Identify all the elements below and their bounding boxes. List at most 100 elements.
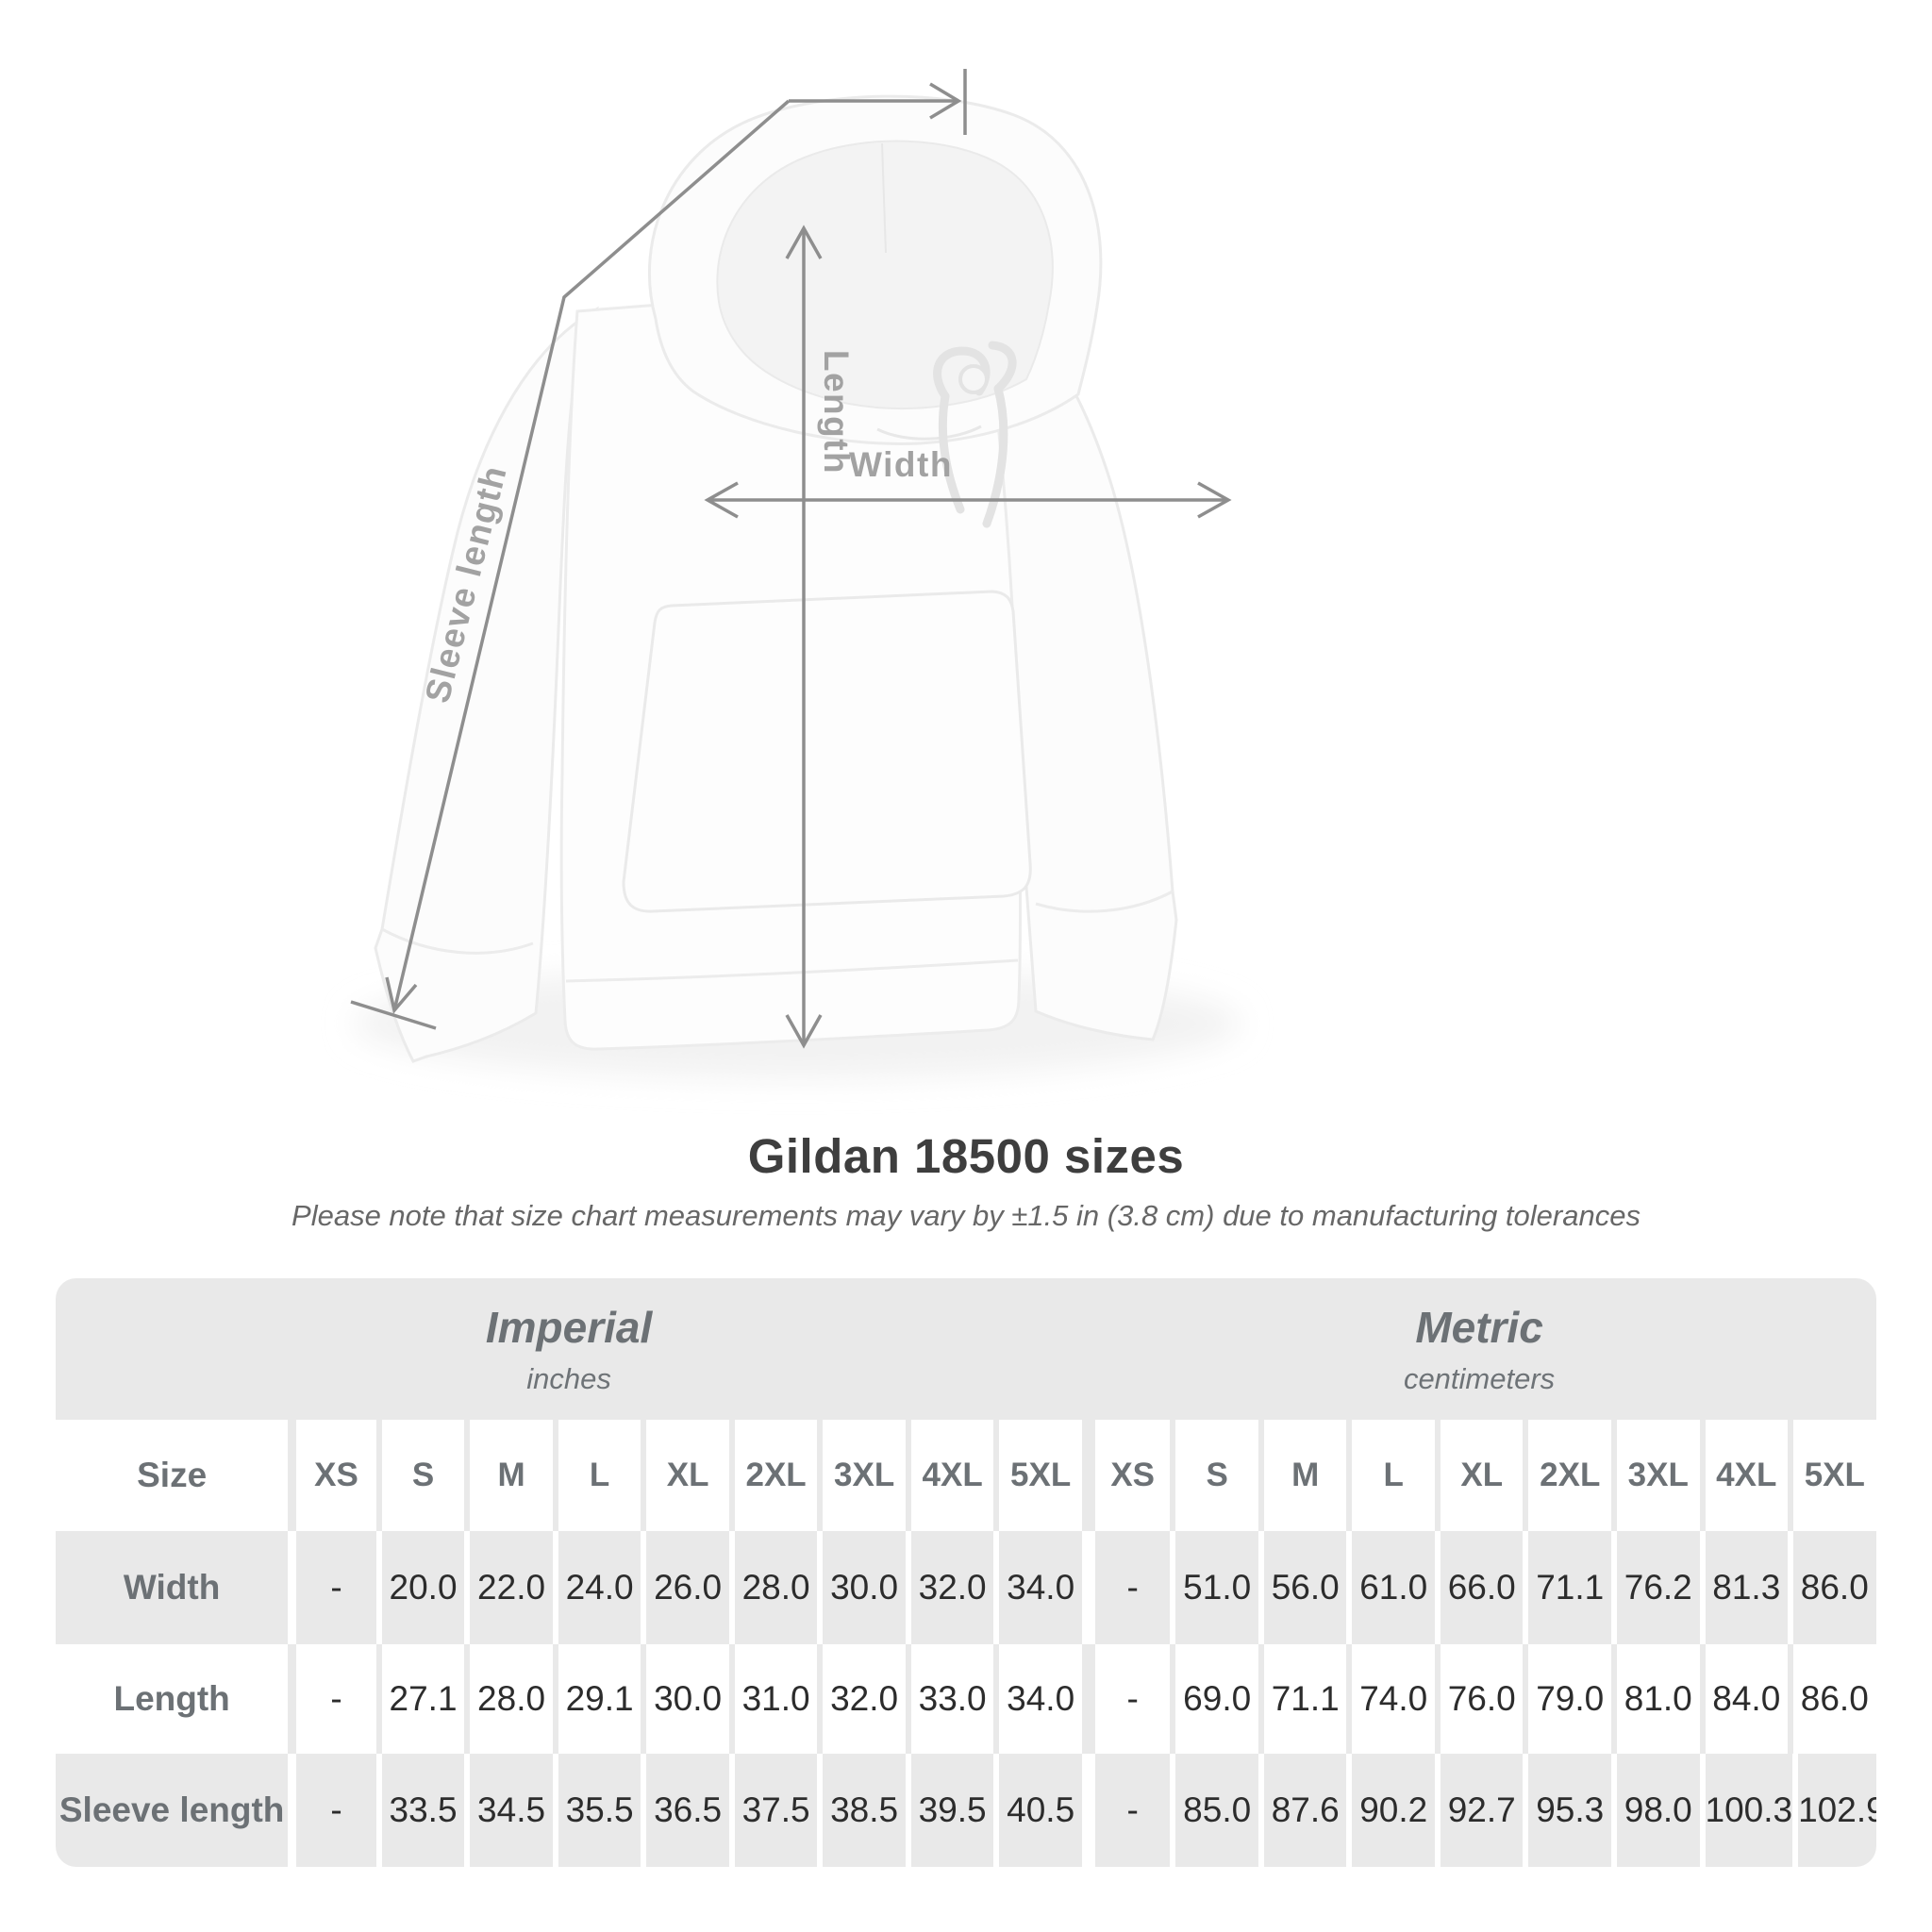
size-col-header: 3XL <box>817 1420 906 1531</box>
metric-group-unit: centimeters <box>1403 1362 1556 1395</box>
table-cell: 61.0 <box>1346 1531 1435 1644</box>
caption: Gildan 18500 sizes Please note that size… <box>0 1128 1932 1233</box>
size-col-header: XL <box>1434 1420 1524 1531</box>
table-cell: 56.0 <box>1257 1531 1347 1644</box>
table-cell: 30.0 <box>817 1531 906 1644</box>
row-label: Length <box>113 1679 230 1718</box>
table-cell: - <box>288 1644 376 1754</box>
table-cell: 29.1 <box>552 1644 641 1754</box>
product-measurement-figure: Width Length Sleeve length <box>350 69 1241 1078</box>
table-cell: 39.5 <box>905 1754 994 1867</box>
table-cell: 69.0 <box>1170 1644 1258 1754</box>
table-cell: - <box>1081 1531 1171 1644</box>
table-cell: 86.0 <box>1788 1531 1876 1644</box>
table-cell: 85.0 <box>1170 1754 1258 1867</box>
table-cell: 31.0 <box>728 1644 818 1754</box>
size-col-header: S <box>375 1420 465 1531</box>
table-cell: 81.0 <box>1611 1644 1700 1754</box>
table-cell: 34.0 <box>993 1644 1082 1754</box>
table-cell: 71.1 <box>1257 1644 1347 1754</box>
table-cell: 33.0 <box>905 1644 994 1754</box>
table-cell: - <box>1081 1754 1171 1867</box>
table-cell: 33.5 <box>375 1754 465 1867</box>
size-col-header: L <box>552 1420 641 1531</box>
hoodie-illustration <box>354 94 1241 1078</box>
size-col-header: 4XL <box>905 1420 994 1531</box>
table-cell: 95.3 <box>1523 1754 1611 1867</box>
table-cell: 35.5 <box>552 1754 641 1867</box>
table-cell: 90.2 <box>1346 1754 1435 1867</box>
size-col-header: 5XL <box>1788 1420 1876 1531</box>
table-cell: 76.0 <box>1434 1644 1524 1754</box>
size-col-header: M <box>1257 1420 1347 1531</box>
size-col-header: 2XL <box>1523 1420 1611 1531</box>
table-cell: 26.0 <box>641 1531 729 1644</box>
size-col-header: 2XL <box>728 1420 818 1531</box>
page-title: Gildan 18500 sizes <box>747 1129 1185 1183</box>
table-cell: 38.5 <box>817 1754 906 1867</box>
size-header: Size <box>137 1456 208 1494</box>
size-col-header: M <box>464 1420 553 1531</box>
width-arrow <box>704 481 1232 519</box>
size-col-header: L <box>1346 1420 1435 1531</box>
table-row-sleeve-length: Sleeve length - 33.5 34.5 35.5 36.5 37.5… <box>56 1754 1876 1867</box>
hoodie-pocket <box>622 590 1032 913</box>
tolerance-note: Please note that size chart measurements… <box>291 1199 1641 1232</box>
unit-group-header: Imperial inches Metric centimeters <box>56 1278 1876 1420</box>
size-col-header: 3XL <box>1611 1420 1700 1531</box>
table-cell: 32.0 <box>817 1644 906 1754</box>
table-cell: 98.0 <box>1611 1754 1700 1867</box>
metric-group-label: Metric <box>1415 1303 1543 1352</box>
table-cell: 36.5 <box>641 1754 729 1867</box>
table-cell: 92.7 <box>1434 1754 1524 1867</box>
size-header-row: Size XS S M L XL 2XL 3XL 4XL 5XL XS S M … <box>56 1420 1876 1531</box>
table-cell: - <box>1081 1644 1171 1754</box>
table-cell: 27.1 <box>375 1644 465 1754</box>
size-col-header: 4XL <box>1699 1420 1789 1531</box>
hoodie-left-sleeve <box>374 306 599 1063</box>
table-cell: 32.0 <box>905 1531 994 1644</box>
length-label: Length <box>817 350 856 475</box>
size-col-header: XS <box>1081 1420 1171 1531</box>
table-cell: 100.3 <box>1699 1754 1792 1867</box>
table-cell: 40.5 <box>993 1754 1082 1867</box>
table-cell: - <box>288 1531 376 1644</box>
size-col-header: 5XL <box>993 1420 1082 1531</box>
imperial-group-header: Imperial inches <box>56 1302 1082 1396</box>
row-label: Width <box>123 1568 221 1607</box>
hoodie-hood-opening <box>716 140 1054 409</box>
table-cell: 34.5 <box>464 1754 553 1867</box>
table-cell: 86.0 <box>1788 1644 1876 1754</box>
table-cell: 66.0 <box>1434 1531 1524 1644</box>
table-cell: 22.0 <box>464 1531 553 1644</box>
imperial-group-label: Imperial <box>485 1303 653 1352</box>
table-cell: 79.0 <box>1523 1644 1611 1754</box>
table-cell: 37.5 <box>728 1754 818 1867</box>
width-label: Width <box>849 445 953 484</box>
sleeve-length-arrow <box>350 69 967 1030</box>
length-arrow <box>785 225 823 1049</box>
table-cell: 87.6 <box>1257 1754 1347 1867</box>
table-cell: 28.0 <box>464 1644 553 1754</box>
table-cell: 71.1 <box>1523 1531 1611 1644</box>
table-cell: - <box>288 1754 376 1867</box>
imperial-group-unit: inches <box>526 1362 611 1395</box>
table-cell: 34.0 <box>993 1531 1082 1644</box>
table-cell: 51.0 <box>1170 1531 1258 1644</box>
table-cell: 24.0 <box>552 1531 641 1644</box>
size-chart-table: Imperial inches Metric centimeters Size … <box>56 1278 1876 1867</box>
size-col-header: XL <box>641 1420 729 1531</box>
table-cell: 84.0 <box>1699 1644 1789 1754</box>
table-cell: 74.0 <box>1346 1644 1435 1754</box>
table-cell: 102.9 <box>1792 1754 1876 1867</box>
row-label: Sleeve length <box>58 1790 285 1829</box>
table-cell: 81.3 <box>1699 1531 1789 1644</box>
size-col-header: XS <box>288 1420 376 1531</box>
metric-group-header: Metric centimeters <box>1082 1302 1876 1396</box>
table-row-width: Width - 20.0 22.0 24.0 26.0 28.0 30.0 32… <box>56 1531 1876 1644</box>
table-cell: 28.0 <box>728 1531 818 1644</box>
table-cell: 30.0 <box>641 1644 729 1754</box>
table-cell: 20.0 <box>375 1531 465 1644</box>
table-row-length: Length - 27.1 28.0 29.1 30.0 31.0 32.0 3… <box>56 1644 1876 1754</box>
